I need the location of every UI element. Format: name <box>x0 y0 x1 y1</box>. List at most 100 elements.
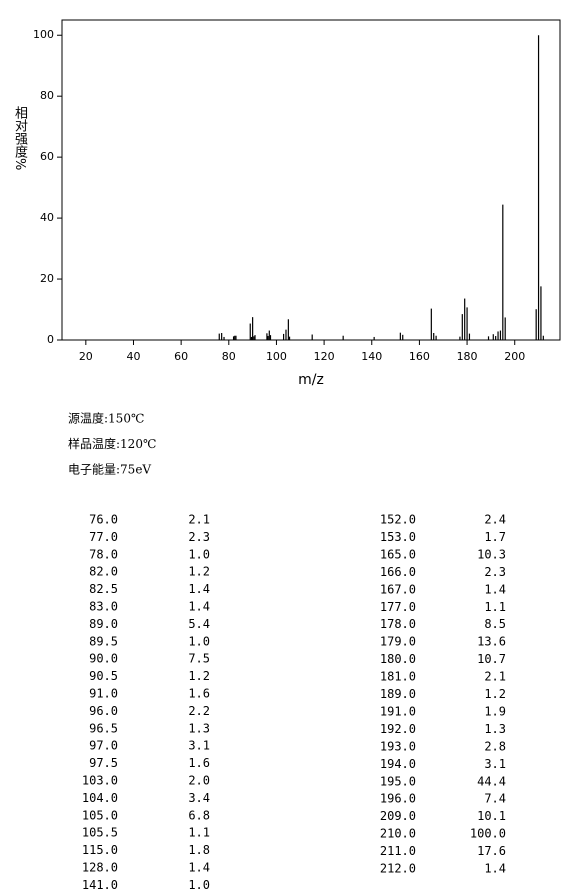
mass-cell: 192.0 <box>380 722 416 736</box>
x-tick-label: 200 <box>504 350 525 363</box>
x-tick-label: 40 <box>126 350 140 363</box>
intensity-cell: 100.0 <box>470 827 506 841</box>
mass-cell: 97.5 <box>89 756 118 770</box>
intensity-cell: 6.8 <box>188 808 210 822</box>
intensity-cell: 1.0 <box>188 634 210 648</box>
intensity-cell: 1.4 <box>188 600 210 614</box>
mass-cell: 96.5 <box>89 721 118 735</box>
intensity-cell: 1.1 <box>188 826 210 840</box>
mass-cell: 195.0 <box>380 774 416 788</box>
x-tick-label: 100 <box>266 350 287 363</box>
mass-cell: 212.0 <box>380 862 416 876</box>
x-tick-label: 20 <box>79 350 93 363</box>
intensity-cell: 7.4 <box>484 792 506 806</box>
intensity-cell: 2.4 <box>484 513 506 527</box>
intensity-cell: 1.0 <box>188 547 210 561</box>
mass-cell: 165.0 <box>380 547 416 561</box>
intensity-cell: 1.4 <box>484 862 506 876</box>
intensity-cell: 2.3 <box>188 530 210 544</box>
mass-cell: 180.0 <box>380 652 416 666</box>
y-tick-label: 60 <box>40 150 54 163</box>
x-tick-label: 120 <box>314 350 335 363</box>
intensity-cell: 2.0 <box>188 774 210 788</box>
info-line: 源温度:150℃ <box>68 411 144 426</box>
intensity-cell: 1.4 <box>484 582 506 596</box>
y-tick-label: 20 <box>40 272 54 285</box>
mass-cell: 141.0 <box>82 878 118 892</box>
intensity-cell: 10.7 <box>477 652 506 666</box>
intensity-cell: 1.2 <box>484 687 506 701</box>
intensity-cell: 1.1 <box>484 600 506 614</box>
intensity-cell: 5.4 <box>188 617 210 631</box>
y-tick-label: 40 <box>40 211 54 224</box>
mass-cell: 104.0 <box>82 791 118 805</box>
intensity-cell: 1.4 <box>188 582 210 596</box>
mass-cell: 210.0 <box>380 827 416 841</box>
mass-cell: 82.0 <box>89 565 118 579</box>
y-tick-label: 0 <box>47 333 54 346</box>
intensity-cell: 1.3 <box>188 721 210 735</box>
mass-cell: 83.0 <box>89 600 118 614</box>
mass-cell: 179.0 <box>380 635 416 649</box>
intensity-cell: 1.2 <box>188 565 210 579</box>
mass-cell: 167.0 <box>380 582 416 596</box>
mass-cell: 105.5 <box>82 826 118 840</box>
intensity-cell: 1.9 <box>484 704 506 718</box>
intensity-cell: 10.3 <box>477 547 506 561</box>
intensity-cell: 3.1 <box>188 739 210 753</box>
intensity-cell: 17.6 <box>477 844 506 858</box>
x-tick-label: 80 <box>222 350 236 363</box>
intensity-cell: 1.8 <box>188 843 210 857</box>
intensity-cell: 44.4 <box>477 774 506 788</box>
intensity-cell: 1.6 <box>188 687 210 701</box>
mass-cell: 97.0 <box>89 739 118 753</box>
mass-cell: 78.0 <box>89 547 118 561</box>
mass-cell: 90.0 <box>89 652 118 666</box>
y-tick-label: 100 <box>33 28 54 41</box>
mass-cell: 193.0 <box>380 739 416 753</box>
mass-cell: 194.0 <box>380 757 416 771</box>
info-line: 样品温度:120℃ <box>68 436 156 451</box>
mass-cell: 181.0 <box>380 670 416 684</box>
mass-cell: 77.0 <box>89 530 118 544</box>
mass-cell: 177.0 <box>380 600 416 614</box>
mass-cell: 89.5 <box>89 634 118 648</box>
mass-cell: 166.0 <box>380 565 416 579</box>
intensity-cell: 3.4 <box>188 791 210 805</box>
x-tick-label: 180 <box>457 350 478 363</box>
mass-cell: 191.0 <box>380 704 416 718</box>
intensity-cell: 10.1 <box>477 809 506 823</box>
intensity-cell: 7.5 <box>188 652 210 666</box>
intensity-cell: 2.1 <box>484 670 506 684</box>
mass-cell: 90.5 <box>89 669 118 683</box>
mass-cell: 189.0 <box>380 687 416 701</box>
mass-cell: 91.0 <box>89 687 118 701</box>
mass-cell: 103.0 <box>82 774 118 788</box>
intensity-cell: 1.4 <box>188 861 210 875</box>
y-axis-label: 相对强度% <box>12 106 27 171</box>
mass-cell: 82.5 <box>89 582 118 596</box>
intensity-cell: 2.1 <box>188 513 210 527</box>
intensity-cell: 1.0 <box>188 878 210 892</box>
intensity-cell: 1.2 <box>188 669 210 683</box>
x-tick-label: 60 <box>174 350 188 363</box>
x-axis-label: m/z <box>298 372 324 388</box>
intensity-cell: 2.8 <box>484 739 506 753</box>
intensity-cell: 2.2 <box>188 704 210 718</box>
mass-cell: 209.0 <box>380 809 416 823</box>
mass-cell: 105.0 <box>82 808 118 822</box>
mass-cell: 211.0 <box>380 844 416 858</box>
intensity-cell: 2.3 <box>484 565 506 579</box>
mass-cell: 128.0 <box>82 861 118 875</box>
intensity-cell: 1.3 <box>484 722 506 736</box>
mass-cell: 115.0 <box>82 843 118 857</box>
y-tick-label: 80 <box>40 89 54 102</box>
intensity-cell: 3.1 <box>484 757 506 771</box>
mass-cell: 76.0 <box>89 513 118 527</box>
x-tick-label: 140 <box>361 350 382 363</box>
intensity-cell: 1.7 <box>484 530 506 544</box>
plot-frame <box>61 19 561 341</box>
intensity-cell: 1.6 <box>188 756 210 770</box>
